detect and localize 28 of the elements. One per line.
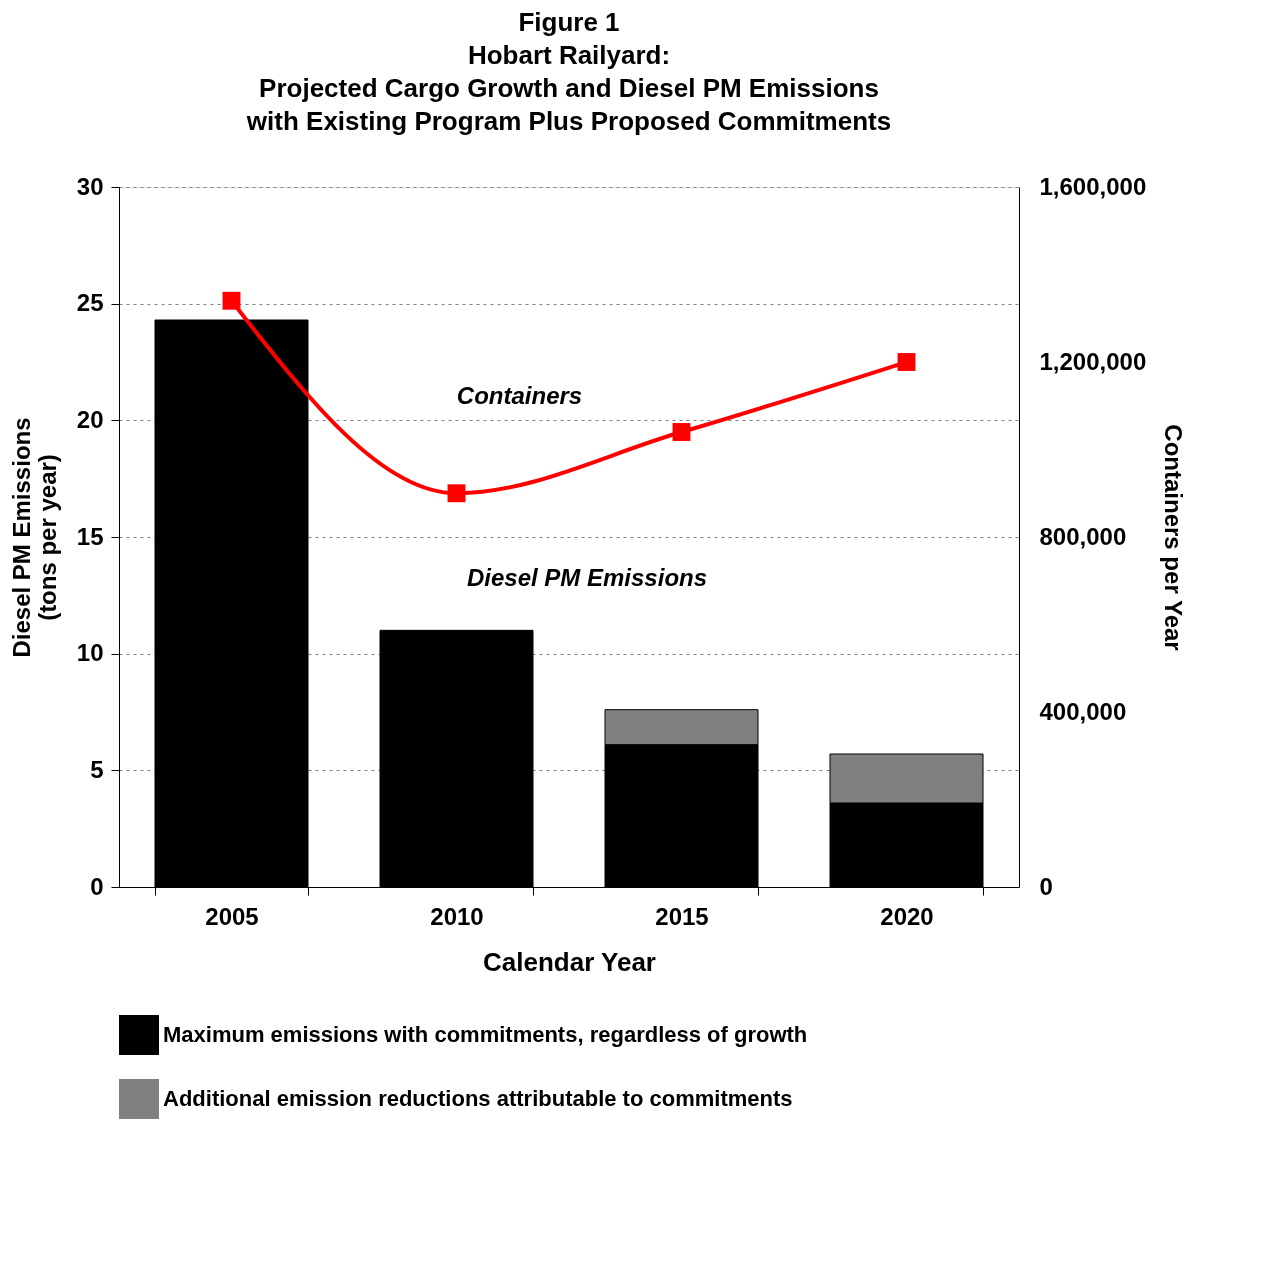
y-tick-label: 20 bbox=[76, 405, 104, 433]
y-tick-label: 0 bbox=[90, 872, 104, 900]
chart-title: Figure 1 Hobart Railyard: Projected Cargo Growth and Diesel PM Emissions with Existing Program Plus Proposed Commitments bbox=[245, 7, 892, 136]
y2-tick-label: 400,000 bbox=[1039, 697, 1127, 725]
point bbox=[222, 291, 241, 310]
y-axis-title: Diesel PM Emissions (tons per year) bbox=[7, 417, 61, 658]
legend-label: Maximum emissions with commitments, regardless of growth bbox=[163, 1022, 808, 1047]
x-tick-label: 2005 bbox=[205, 902, 259, 930]
annotation: Diesel PM Emissions bbox=[466, 564, 708, 591]
legend-label: Additional emission reductions attributable to commitments bbox=[163, 1086, 793, 1111]
y2-tick-label: 1,200,000 bbox=[1039, 347, 1147, 375]
point bbox=[897, 353, 916, 371]
y2-tick-label: 1,600,000 bbox=[1039, 172, 1147, 200]
point bbox=[447, 484, 466, 503]
y-tick-label: 25 bbox=[76, 289, 104, 317]
y2-tick-label: 0 bbox=[1039, 872, 1053, 900]
point bbox=[672, 423, 691, 441]
y-tick-label: 30 bbox=[76, 172, 104, 200]
y2-axis-title: Containers per Year bbox=[1160, 424, 1188, 651]
x-axis-title: Calendar Year bbox=[483, 946, 656, 977]
y-tick-label: 15 bbox=[76, 522, 104, 550]
x-tick-label: 2010 bbox=[430, 902, 484, 930]
x-tick-label: 2015 bbox=[655, 902, 709, 930]
x-tick-label: 2020 bbox=[880, 902, 934, 930]
y-tick-label: 5 bbox=[90, 755, 104, 783]
text: Containers bbox=[456, 382, 583, 409]
y2-tick-label: 800,000 bbox=[1039, 522, 1127, 550]
y-tick-label: 10 bbox=[76, 639, 104, 667]
